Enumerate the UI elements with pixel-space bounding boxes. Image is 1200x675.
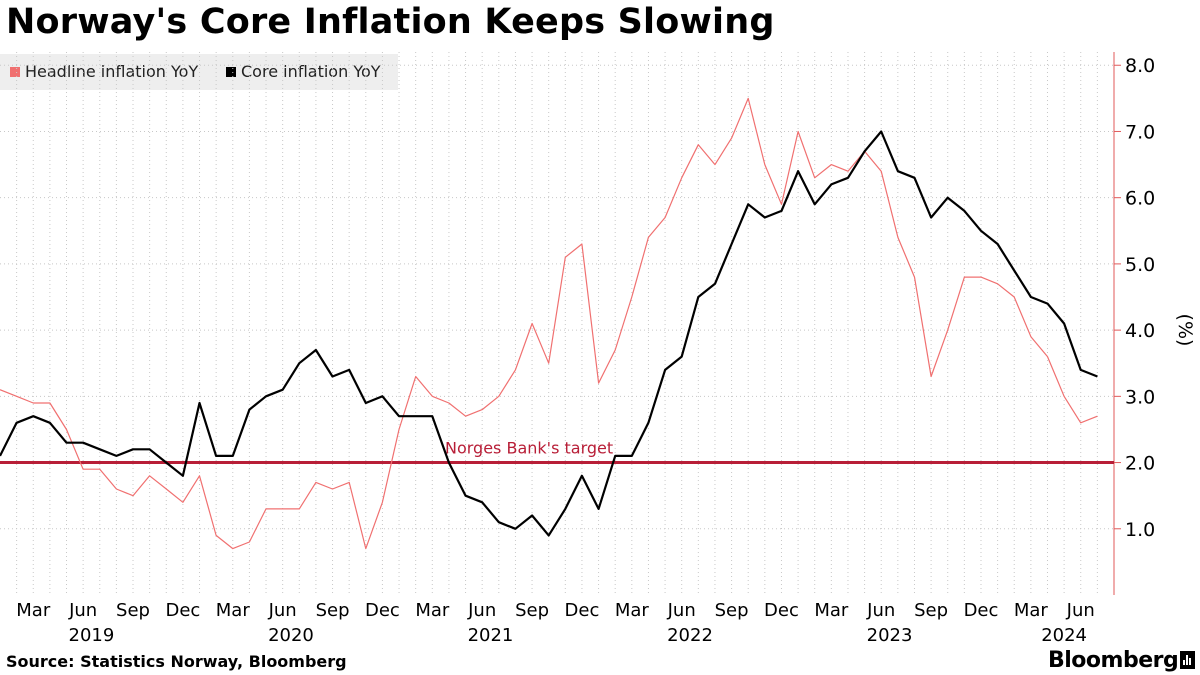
x-year-label: 2024 (1041, 625, 1087, 646)
x-tick-label: Jun (667, 600, 696, 621)
legend-item-headline: Headline inflation YoY (10, 62, 198, 81)
x-year-label: 2021 (468, 625, 514, 646)
x-tick-label: Sep (515, 600, 549, 621)
y-tick-label: 7.0 (1125, 121, 1155, 143)
chart-title: Norway's Core Inflation Keeps Slowing (6, 2, 775, 42)
legend-swatch-core (226, 67, 236, 77)
x-tick-label: Sep (715, 600, 749, 621)
legend-swatch-headline (10, 67, 20, 77)
x-tick-label: Dec (964, 600, 999, 621)
y-axis-label: (%) (1174, 314, 1196, 347)
x-tick-label: Sep (316, 600, 350, 621)
y-tick-label: 5.0 (1125, 254, 1155, 276)
x-tick-label: Mar (814, 600, 849, 621)
x-tick-label: Dec (565, 600, 600, 621)
bloomberg-logo: Bloomberg (1048, 648, 1179, 673)
x-tick-label: Sep (116, 600, 150, 621)
y-tick-label: 8.0 (1125, 55, 1155, 77)
x-tick-label: Mar (415, 600, 450, 621)
x-tick-label: Mar (615, 600, 650, 621)
x-tick-label: Dec (764, 600, 799, 621)
x-tick-label: Dec (365, 600, 400, 621)
x-year-label: 2020 (268, 625, 314, 646)
x-tick-label: Jun (1066, 600, 1095, 621)
y-tick-label: 6.0 (1125, 188, 1155, 210)
legend-item-core: Core inflation YoY (226, 62, 381, 81)
x-tick-label: Jun (866, 600, 895, 621)
legend-label-headline: Headline inflation YoY (25, 62, 199, 81)
x-tick-label: Mar (216, 600, 251, 621)
y-tick-label: 3.0 (1125, 386, 1155, 408)
y-tick-label: 1.0 (1125, 519, 1155, 541)
x-tick-label: Jun (68, 600, 97, 621)
x-year-label: 2023 (867, 625, 913, 646)
y-tick-label: 2.0 (1125, 453, 1155, 475)
x-tick-label: Jun (467, 600, 496, 621)
y-tick-label: 4.0 (1125, 320, 1155, 342)
x-tick-label: Sep (914, 600, 948, 621)
target-annotation: Norges Bank's target (445, 439, 613, 458)
source-note: Source: Statistics Norway, Bloomberg (6, 652, 347, 671)
x-tick-label: Dec (165, 600, 200, 621)
series-core-line (0, 130, 1098, 537)
x-year-label: 2022 (667, 625, 713, 646)
x-tick-label: Mar (16, 600, 51, 621)
x-tick-label: Jun (268, 600, 297, 621)
x-tick-label: Mar (1014, 600, 1049, 621)
x-year-label: 2019 (69, 625, 115, 646)
bloomberg-chart-icon (1180, 651, 1195, 669)
legend-label-core: Core inflation YoY (241, 62, 381, 81)
series-headline-line (0, 97, 1098, 550)
